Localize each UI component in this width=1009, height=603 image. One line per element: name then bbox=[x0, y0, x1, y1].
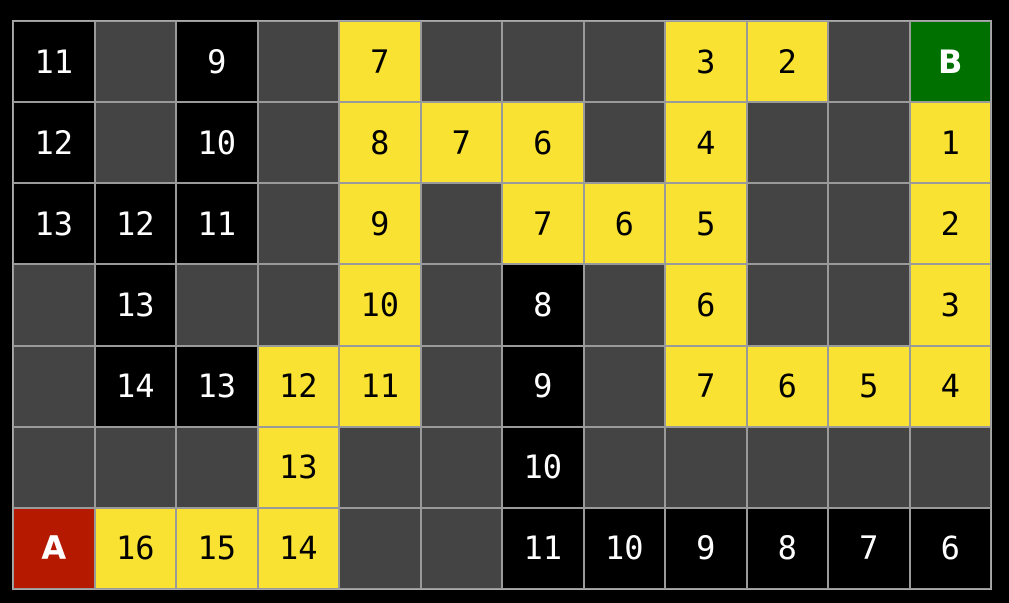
path-cell: 11 bbox=[339, 345, 421, 427]
wall-cell bbox=[420, 21, 502, 103]
path-cell: 5 bbox=[828, 345, 910, 427]
wall-cell bbox=[420, 345, 502, 427]
visited-cell: 11 bbox=[176, 183, 258, 265]
wall-cell bbox=[257, 102, 339, 184]
wall-cell bbox=[909, 426, 991, 508]
path-cell: 12 bbox=[257, 345, 339, 427]
path-cell: 7 bbox=[502, 183, 584, 265]
path-cell: 7 bbox=[665, 345, 747, 427]
visited-cell: 9 bbox=[176, 21, 258, 103]
path-cell: 15 bbox=[176, 507, 258, 589]
wall-cell bbox=[746, 183, 828, 265]
wall-cell bbox=[13, 345, 95, 427]
wall-cell bbox=[583, 21, 665, 103]
wall-cell bbox=[665, 426, 747, 508]
wall-cell bbox=[176, 264, 258, 346]
wall-cell bbox=[828, 102, 910, 184]
visited-cell: 6 bbox=[909, 507, 991, 589]
path-cell: 7 bbox=[339, 21, 421, 103]
visited-cell: 11 bbox=[502, 507, 584, 589]
wall-cell bbox=[583, 345, 665, 427]
wall-cell bbox=[420, 507, 502, 589]
wall-cell bbox=[502, 21, 584, 103]
path-cell: 8 bbox=[339, 102, 421, 184]
path-cell: 3 bbox=[665, 21, 747, 103]
wall-cell bbox=[828, 21, 910, 103]
path-cell: 2 bbox=[746, 21, 828, 103]
visited-cell: 8 bbox=[502, 264, 584, 346]
path-cell: 4 bbox=[665, 102, 747, 184]
visited-cell: 12 bbox=[94, 183, 176, 265]
start-cell: A bbox=[13, 507, 95, 589]
wall-cell bbox=[94, 21, 176, 103]
wall-cell bbox=[420, 183, 502, 265]
visited-cell: 9 bbox=[502, 345, 584, 427]
wall-cell bbox=[583, 426, 665, 508]
visited-cell: 9 bbox=[665, 507, 747, 589]
path-cell: 4 bbox=[909, 345, 991, 427]
path-cell: 5 bbox=[665, 183, 747, 265]
wall-cell bbox=[94, 102, 176, 184]
wall-cell bbox=[583, 102, 665, 184]
path-cell: 14 bbox=[257, 507, 339, 589]
visited-cell: 7 bbox=[828, 507, 910, 589]
visited-cell: 11 bbox=[13, 21, 95, 103]
wall-cell bbox=[339, 507, 421, 589]
wall-cell bbox=[828, 264, 910, 346]
wall-cell bbox=[257, 264, 339, 346]
visited-cell: 10 bbox=[502, 426, 584, 508]
visited-cell: 13 bbox=[94, 264, 176, 346]
path-cell: 6 bbox=[583, 183, 665, 265]
path-cell: 7 bbox=[420, 102, 502, 184]
maze-grid: 11 9 7 3 2 B 12 10 8 7 6 4 1 13 12 11 9 7 6 5 2 13 10 8 6 3 14 13 12… bbox=[12, 20, 992, 590]
wall-cell bbox=[746, 102, 828, 184]
visited-cell: 8 bbox=[746, 507, 828, 589]
wall-cell bbox=[583, 264, 665, 346]
wall-cell bbox=[13, 426, 95, 508]
visited-cell: 14 bbox=[94, 345, 176, 427]
wall-cell bbox=[257, 183, 339, 265]
wall-cell bbox=[176, 426, 258, 508]
wall-cell bbox=[339, 426, 421, 508]
wall-cell bbox=[828, 426, 910, 508]
path-cell: 1 bbox=[909, 102, 991, 184]
wall-cell bbox=[828, 183, 910, 265]
visited-cell: 10 bbox=[583, 507, 665, 589]
wall-cell bbox=[746, 426, 828, 508]
wall-cell bbox=[94, 426, 176, 508]
path-cell: 13 bbox=[257, 426, 339, 508]
goal-cell: B bbox=[909, 21, 991, 103]
path-cell: 2 bbox=[909, 183, 991, 265]
path-cell: 6 bbox=[665, 264, 747, 346]
wall-cell bbox=[420, 264, 502, 346]
wall-cell bbox=[13, 264, 95, 346]
path-cell: 10 bbox=[339, 264, 421, 346]
wall-cell bbox=[746, 264, 828, 346]
path-cell: 3 bbox=[909, 264, 991, 346]
visited-cell: 12 bbox=[13, 102, 95, 184]
path-cell: 6 bbox=[502, 102, 584, 184]
path-cell: 16 bbox=[94, 507, 176, 589]
visited-cell: 13 bbox=[176, 345, 258, 427]
wall-cell bbox=[420, 426, 502, 508]
wall-cell bbox=[257, 21, 339, 103]
visited-cell: 13 bbox=[13, 183, 95, 265]
path-cell: 9 bbox=[339, 183, 421, 265]
path-cell: 6 bbox=[746, 345, 828, 427]
visited-cell: 10 bbox=[176, 102, 258, 184]
